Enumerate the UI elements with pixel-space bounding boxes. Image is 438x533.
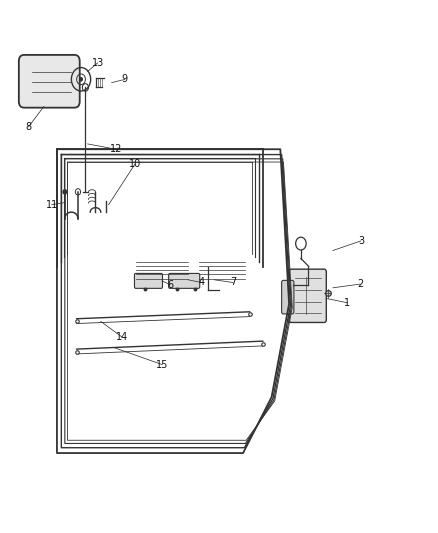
Text: 13: 13 <box>92 58 104 68</box>
Text: 11: 11 <box>46 200 58 209</box>
Text: 4: 4 <box>198 278 205 287</box>
FancyBboxPatch shape <box>169 273 200 288</box>
Circle shape <box>80 78 82 81</box>
Text: 10: 10 <box>129 159 141 169</box>
Text: 3: 3 <box>358 236 364 246</box>
Text: 12: 12 <box>110 144 122 154</box>
FancyBboxPatch shape <box>282 280 294 314</box>
Text: 8: 8 <box>25 122 32 132</box>
FancyBboxPatch shape <box>289 269 326 322</box>
Text: 7: 7 <box>230 278 236 287</box>
FancyBboxPatch shape <box>19 55 80 108</box>
Text: 15: 15 <box>156 360 168 369</box>
FancyBboxPatch shape <box>134 273 162 288</box>
Text: 2: 2 <box>357 279 363 289</box>
Circle shape <box>63 190 67 194</box>
Text: 9: 9 <box>122 75 128 84</box>
Text: 14: 14 <box>116 332 128 342</box>
Text: 6: 6 <box>167 280 173 289</box>
Text: 1: 1 <box>344 298 350 308</box>
